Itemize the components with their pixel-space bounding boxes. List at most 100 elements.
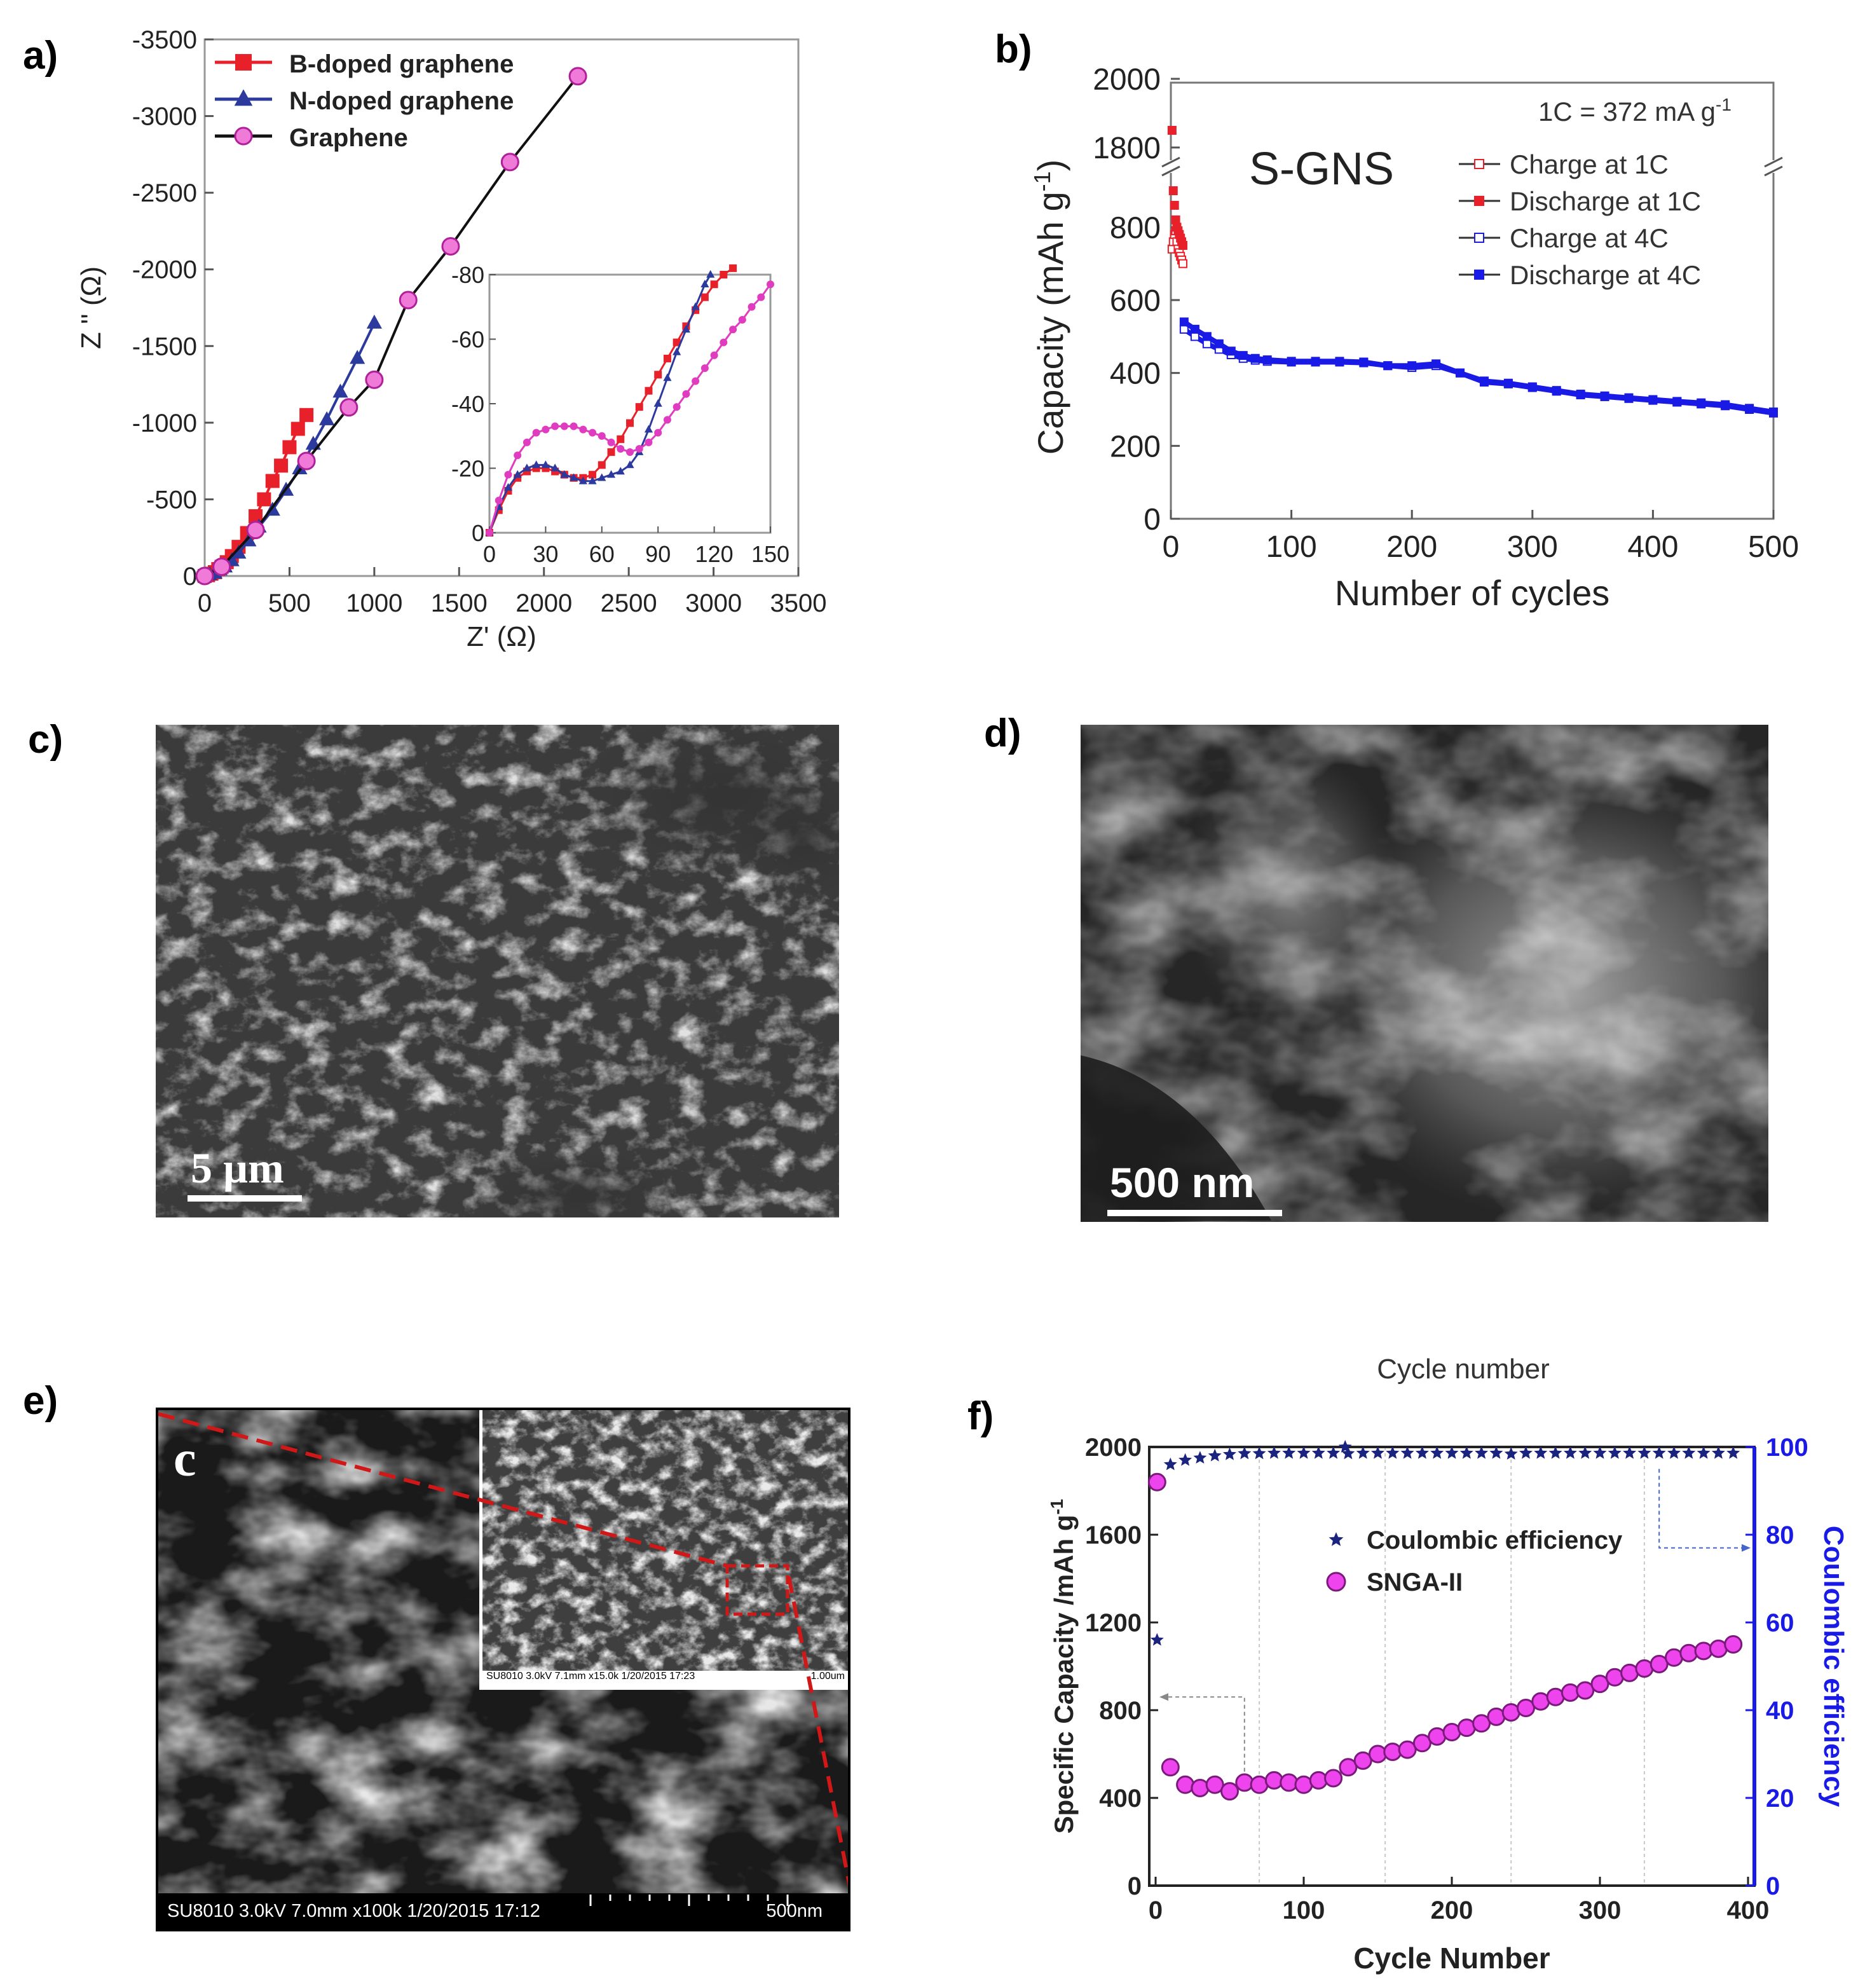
chart-a-frame <box>203 38 800 577</box>
chart-a-inset-point <box>560 470 569 478</box>
chart-b-point <box>1503 378 1513 388</box>
chart-f-efficiency-point <box>1534 1446 1548 1459</box>
chart-f-capacity-point <box>1147 1472 1166 1491</box>
chart-a-xtick-label: 2500 <box>601 589 657 617</box>
chart-f-capacity-point <box>1280 1773 1299 1792</box>
chart-a-inset-point <box>720 338 728 346</box>
chart-f-guide-right-arrow <box>1742 1544 1751 1552</box>
chart-a-point <box>274 458 289 473</box>
chart-a-inset-point <box>513 470 522 478</box>
chart-a-point <box>500 153 519 172</box>
chart-a-inset-point <box>495 497 503 505</box>
chart-a-ytick-label: -2500 <box>132 179 197 207</box>
chart-a-inset-point <box>616 467 625 475</box>
chart-a-xtick-label: 0 <box>198 589 212 617</box>
chart-a-inset-point <box>532 428 540 437</box>
chart-b-point <box>1190 324 1199 334</box>
chart-a-inset-point <box>700 364 709 373</box>
chart-a-point <box>299 408 314 422</box>
chart-b-point <box>1576 389 1585 399</box>
panel-label-c: c) <box>28 718 64 762</box>
sem-image-e: SU8010 3.0kV 7.1mm x15.0k 1/20/2015 17:2… <box>156 1408 850 1931</box>
chart-a-inset-frame <box>488 273 772 534</box>
chart-a-inset-point <box>654 428 662 437</box>
chart-a-point <box>305 435 321 450</box>
chart-b-legend-label: Charge at 1C <box>1510 149 1669 179</box>
chart-b-legend-label: Discharge at 1C <box>1510 186 1701 216</box>
chart-f-xtick-label: 400 <box>1727 1896 1770 1924</box>
chart-a-inset-point <box>653 399 662 407</box>
chart-f-efficiency-point <box>1327 1446 1341 1459</box>
chart-b-point <box>1359 357 1369 367</box>
chart-b-point <box>1202 332 1212 341</box>
chart-a-inset-ytick-label: -60 <box>451 327 484 353</box>
chart-b-point <box>1167 126 1177 135</box>
chart-b-point <box>1178 241 1187 250</box>
chart-f-legend-circle <box>1326 1572 1346 1592</box>
sem-inset-scale: 1.00um <box>810 1671 845 1682</box>
chart-a-point <box>292 460 308 474</box>
chart-f-efficiency-point <box>1608 1446 1622 1459</box>
chart-a-inset-point <box>570 422 578 430</box>
chart-a-inset-point <box>541 460 550 469</box>
chart-f-efficiency-point <box>1193 1451 1207 1464</box>
chart-a-point <box>339 398 359 417</box>
chart-a-legend-marker <box>234 127 253 146</box>
chart-a-point <box>319 411 335 425</box>
chart-a-inset-point <box>542 425 550 434</box>
chart-b-point <box>1190 332 1199 341</box>
chart-a-inset-point <box>663 373 672 381</box>
chart-f-title: Cycle number <box>1377 1354 1549 1385</box>
chart-a-inset-point <box>644 425 653 433</box>
chart-a-inset-point <box>757 293 765 301</box>
chart-a-inset-point <box>588 476 597 484</box>
chart-a-inset-point <box>523 438 531 446</box>
chart-f-xtick-label: 100 <box>1283 1896 1325 1924</box>
chart-b-point <box>1226 346 1236 356</box>
chart-a-inset-point <box>617 435 625 443</box>
chart-a-inset-point <box>692 377 700 385</box>
sem-inset-footer: SU8010 3.0kV 7.1mm x15.0k 1/20/2015 17:2… <box>486 1671 695 1682</box>
chart-b-point <box>1648 395 1658 404</box>
chart-a-inset-point <box>645 387 653 395</box>
panel-label-e: e) <box>23 1379 58 1423</box>
chart-a-inset-point <box>626 419 634 427</box>
chart-a-inset-point <box>748 303 756 311</box>
chart-b-xtick-label: 500 <box>1748 530 1799 564</box>
chart-b-xtick-label: 0 <box>1163 530 1180 564</box>
chart-f-capacity-point <box>1324 1769 1343 1788</box>
chart-a-ytick-label: 0 <box>183 563 197 591</box>
chart-f-efficiency-point <box>1519 1446 1533 1459</box>
chart-f-y2tick-label: 20 <box>1766 1785 1794 1813</box>
chart-b-ytick-label: 600 <box>1110 284 1161 318</box>
chart-b-title: S-GNS <box>1249 144 1394 195</box>
chart-b-point <box>1250 353 1260 363</box>
chart-f-capacity-point <box>1650 1655 1669 1674</box>
chart-a-inset-xtick-label: 90 <box>645 541 671 567</box>
chart-f-capacity-point <box>1339 1758 1358 1777</box>
chart-a-inset-point <box>514 451 522 460</box>
panel-label-a: a) <box>23 34 58 78</box>
panel-label-d: d) <box>984 711 1021 755</box>
sem-inset-texture-e <box>482 1410 848 1687</box>
chart-b-ytick-label: 0 <box>1144 503 1161 537</box>
chart-a-inset-point <box>560 422 568 430</box>
chart-f-efficiency-point <box>1459 1446 1473 1459</box>
chart-b-annotation: 1C = 372 mA g-1 <box>1538 95 1732 127</box>
chart-b-break-mark <box>1161 156 1180 168</box>
chart-f-y2tick-label: 0 <box>1766 1872 1780 1900</box>
chart-a-xtick-label: 1500 <box>431 589 488 617</box>
chart-a-point <box>257 492 271 507</box>
chart-b-point <box>1287 357 1296 366</box>
chart-b-xtick-label: 100 <box>1266 530 1317 564</box>
chart-f-capacity-point <box>1590 1675 1609 1694</box>
chart-a-ytick-label: -3500 <box>132 26 197 54</box>
chart-a-ytick-label: -2000 <box>132 256 197 284</box>
chart-a-point <box>350 350 365 364</box>
chart-a-inset-point <box>607 448 615 456</box>
chart-a-inset-point <box>645 438 653 446</box>
chart-a-inset-point <box>523 463 531 472</box>
chart-f-efficiency-point <box>1430 1446 1444 1459</box>
chart-f-efficiency-point <box>1726 1446 1740 1459</box>
chart-a-point <box>282 440 297 455</box>
